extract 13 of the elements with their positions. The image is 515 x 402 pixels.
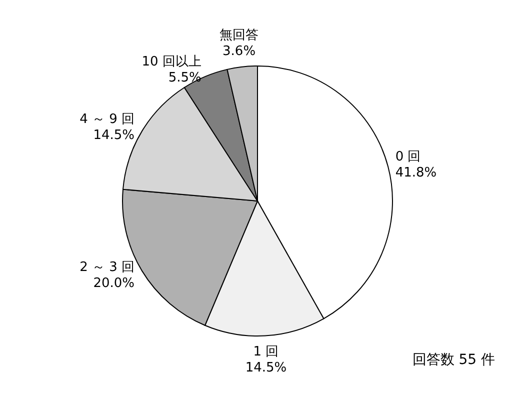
slice-label: 10 回以上 xyxy=(142,54,202,70)
slice-label: 2 ～ 3 回 xyxy=(80,260,135,275)
slice-label: 4 ～ 9 回 xyxy=(80,112,135,128)
data-label: 14.5% xyxy=(93,128,135,144)
data-label: 41.8% xyxy=(395,166,437,181)
data-label: 5.5% xyxy=(168,70,202,86)
slice-label: 無回答 xyxy=(220,28,259,44)
slice-label: 0 回 xyxy=(395,150,421,165)
data-label: 20.0% xyxy=(93,276,135,291)
data-label: 14.5% xyxy=(245,360,287,376)
text: 回答数 55 件 xyxy=(412,352,495,368)
data-label: 3.6% xyxy=(222,44,256,60)
slice-label: 1 回 xyxy=(253,344,279,360)
